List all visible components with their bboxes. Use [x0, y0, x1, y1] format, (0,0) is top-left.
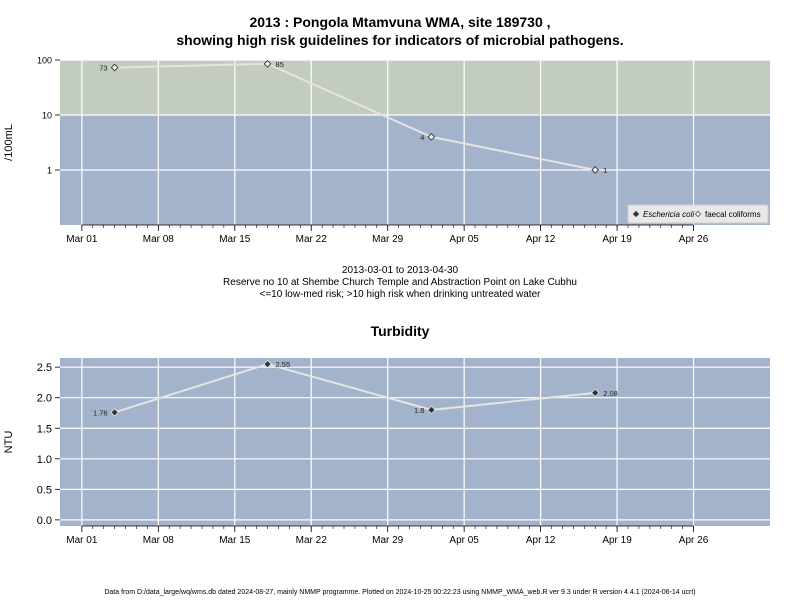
y-axis-label: /100mL [3, 124, 15, 161]
x-tick-label: Apr 26 [679, 535, 709, 546]
high-risk-band [60, 60, 770, 115]
x-tick-label: Apr 19 [602, 535, 632, 546]
data-label: 1.8 [414, 406, 424, 415]
data-point [427, 133, 436, 141]
y-tick-label: 2.0 [37, 393, 52, 405]
date-range-caption: 2013-03-01 to 2013-04-30 [341, 265, 459, 276]
y-axis-label: NTU [3, 431, 15, 454]
data-point [263, 360, 272, 369]
microbial-chart: Mar 01 Mar 08 Mar 15 Mar 22 Mar 29 Apr 05 Apr … [3, 56, 770, 245]
plot-background [60, 358, 770, 526]
data-label: 1 [603, 166, 607, 175]
data-label: 1.76 [93, 408, 108, 417]
risk-note-caption: <=10 low-med risk; >10 high risk when dr… [259, 289, 541, 300]
data-label: 85 [276, 60, 284, 69]
x-tick-label: Mar 29 [372, 535, 404, 546]
series-line [114, 363, 596, 414]
x-tick-label: Mar 08 [143, 234, 175, 245]
x-tick-label: Apr 26 [679, 234, 709, 245]
y-tick-label: 1.0 [37, 454, 52, 466]
data-point [591, 166, 600, 174]
x-tick-label: Mar 01 [66, 234, 98, 245]
y-tick-label: 0.5 [37, 484, 52, 496]
legend-marker [632, 210, 640, 218]
x-tick-label: Mar 29 [372, 234, 404, 245]
data-label: 2.55 [276, 360, 291, 369]
chart-title-line-2: showing high risk guidelines for indicat… [176, 32, 624, 48]
x-tick-label: Apr 12 [526, 535, 556, 546]
data-point [110, 63, 119, 72]
y-tick-label: 100 [37, 56, 52, 66]
legend-label: Eschericia coli [643, 210, 694, 219]
x-tick-label: Apr 05 [449, 535, 479, 546]
data-point [110, 408, 119, 417]
data-point [591, 388, 600, 397]
data-label: 73 [99, 64, 107, 73]
footer-note: Data from D:/data_large/wq/wms.db dated … [104, 589, 696, 596]
chart-title-line-1: 2013 : Pongola Mtamvuna WMA, site 189730… [249, 14, 551, 30]
site-description-caption: Reserve no 10 at Shembe Church Temple an… [223, 277, 577, 288]
x-tick-label: Apr 19 [602, 234, 632, 245]
y-tick-label: 10 [42, 111, 52, 121]
x-tick-label: Mar 22 [296, 234, 328, 245]
y-tick-label: 2.5 [37, 362, 52, 374]
x-tick-label: Mar 01 [66, 535, 98, 546]
y-tick-label: 1 [47, 166, 52, 176]
x-tick-label: Apr 05 [449, 234, 479, 245]
turbidity-title: Turbidity [370, 323, 430, 339]
data-label: 2.08 [603, 389, 618, 398]
x-tick-label: Mar 15 [219, 234, 251, 245]
x-tick-label: Mar 15 [219, 535, 251, 546]
data-label: 4 [420, 133, 424, 142]
x-tick-label: Mar 22 [296, 535, 328, 546]
legend-marker [694, 210, 702, 218]
data-point [263, 60, 272, 68]
series-line [114, 62, 596, 171]
y-tick-label: 0.0 [37, 515, 52, 527]
legend-label: faecal coliforms [705, 210, 761, 219]
y-tick-label: 1.5 [37, 423, 52, 435]
x-tick-label: Mar 08 [143, 535, 175, 546]
x-tick-label: Apr 12 [526, 234, 556, 245]
data-point [427, 405, 436, 414]
turbidity-chart: Mar 01 Mar 08 Mar 15 Mar 22 Mar 29 Apr 05 Apr … [3, 358, 770, 546]
